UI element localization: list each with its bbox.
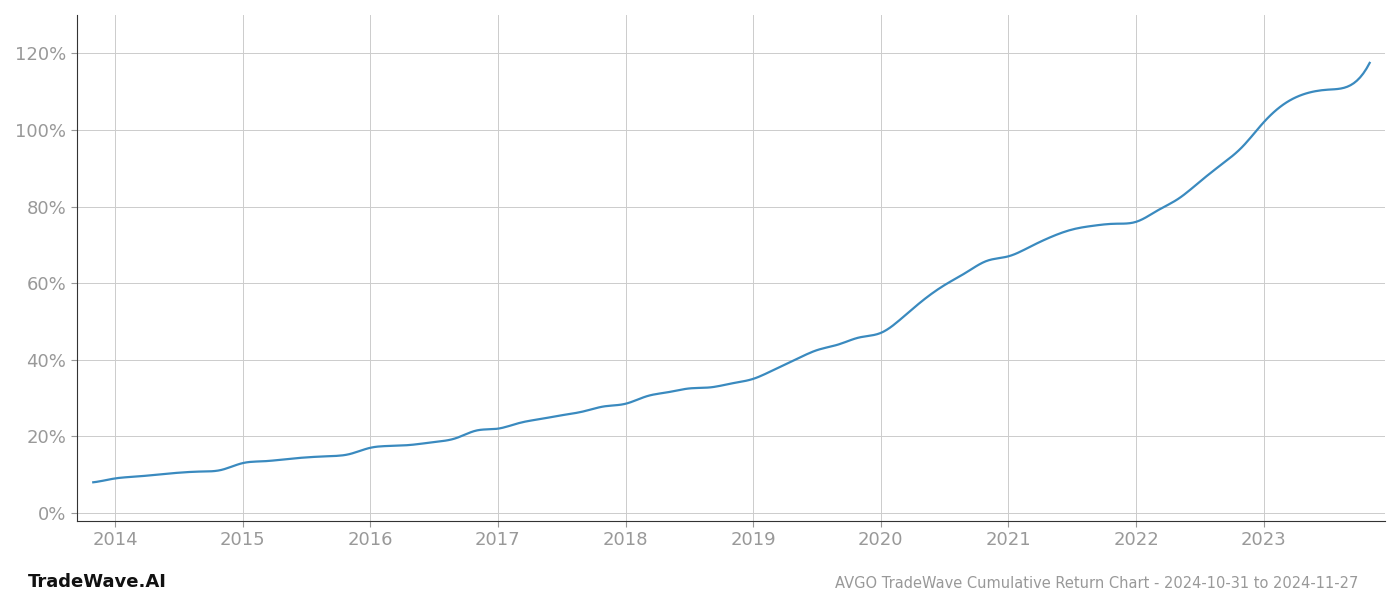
Text: TradeWave.AI: TradeWave.AI <box>28 573 167 591</box>
Text: AVGO TradeWave Cumulative Return Chart - 2024-10-31 to 2024-11-27: AVGO TradeWave Cumulative Return Chart -… <box>834 576 1358 591</box>
